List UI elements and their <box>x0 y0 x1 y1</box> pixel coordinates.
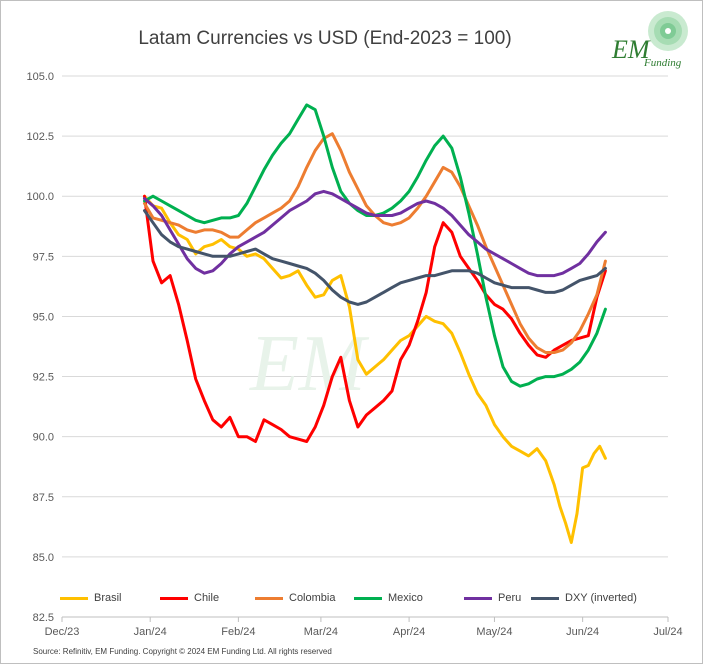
logo-funding-text: Funding <box>643 57 682 69</box>
legend-label: DXY (inverted) <box>565 592 637 604</box>
y-tick-label: 105.0 <box>26 71 54 83</box>
logo-mandala-icon <box>648 11 688 51</box>
gridlines <box>62 75 668 618</box>
legend-item-peru: Peru <box>464 592 521 604</box>
y-tick-label: 102.5 <box>26 131 54 143</box>
legend-swatch <box>354 596 382 600</box>
series-line-brasil <box>143 194 607 544</box>
y-tick-label: 92.5 <box>33 372 54 384</box>
series-line-dxy-inverted <box>143 209 607 306</box>
legend-swatch <box>160 596 188 600</box>
legend-label: Colombia <box>289 592 336 604</box>
em-funding-logo: EM Funding <box>611 11 688 69</box>
y-tick-label: 87.5 <box>33 492 54 504</box>
y-tick-label: 82.5 <box>33 612 54 624</box>
legend-item-dxy-inverted: DXY (inverted) <box>531 592 637 604</box>
legend-item-chile: Chile <box>160 592 219 604</box>
x-tick-label: Jan/24 <box>134 626 167 638</box>
legend-label: Peru <box>498 592 522 604</box>
source-note: Source: Refinitiv, EM Funding. Copyright… <box>33 647 332 656</box>
x-tick-label: May/24 <box>476 626 512 638</box>
legend-item-brasil: Brasil <box>60 592 122 604</box>
legend-item-mexico: Mexico <box>354 592 423 604</box>
y-tick-label: 95.0 <box>33 311 54 323</box>
x-tick-label: Jun/24 <box>566 626 599 638</box>
y-tick-label: 97.5 <box>33 251 54 263</box>
series-line-peru <box>143 189 607 278</box>
legend: Brasil Chile Colombia Mexico Peru DXY (invert… <box>60 592 660 608</box>
legend-item-colombia: Colombia <box>255 592 335 604</box>
x-tick-label: Apr/24 <box>393 626 425 638</box>
y-tick-label: 85.0 <box>33 552 54 564</box>
legend-label: Mexico <box>388 592 423 604</box>
series-line-chile <box>143 194 607 443</box>
legend-swatch <box>60 596 88 600</box>
legend-label: Brasil <box>94 592 122 604</box>
y-tick-label: 100.0 <box>26 191 54 203</box>
x-tick-label: Jul/24 <box>653 626 682 638</box>
x-tick-label: Mar/24 <box>304 626 338 638</box>
chart-title: Latam Currencies vs USD (End-2023 = 100) <box>138 28 512 49</box>
y-tick-label: 90.0 <box>33 432 54 444</box>
series-lines <box>143 103 607 544</box>
watermark-logo: EM <box>249 320 370 408</box>
legend-swatch <box>255 596 283 600</box>
legend-label: Chile <box>194 592 220 604</box>
x-tick-label: Feb/24 <box>221 626 255 638</box>
legend-swatch <box>464 596 492 600</box>
axes: 105.0 102.5 100.0 97.5 95.0 92.5 90.0 87.5 85.0 8… <box>26 71 682 638</box>
legend-swatch <box>531 596 559 600</box>
x-tick-label: Dec/23 <box>45 626 80 638</box>
logo-em-text: EM <box>611 35 651 64</box>
